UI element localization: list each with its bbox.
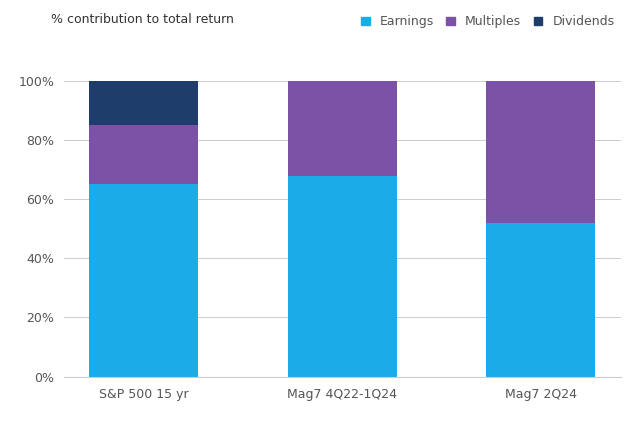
Legend: Earnings, Multiples, Dividends: Earnings, Multiples, Dividends — [361, 15, 614, 28]
Bar — [288, 81, 397, 175]
Bar — [486, 81, 595, 223]
Bar — [288, 175, 397, 377]
Bar — [90, 81, 198, 125]
Bar — [90, 184, 198, 377]
Bar — [486, 223, 595, 377]
Text: % contribution to total return: % contribution to total return — [51, 13, 234, 26]
Bar — [90, 125, 198, 184]
